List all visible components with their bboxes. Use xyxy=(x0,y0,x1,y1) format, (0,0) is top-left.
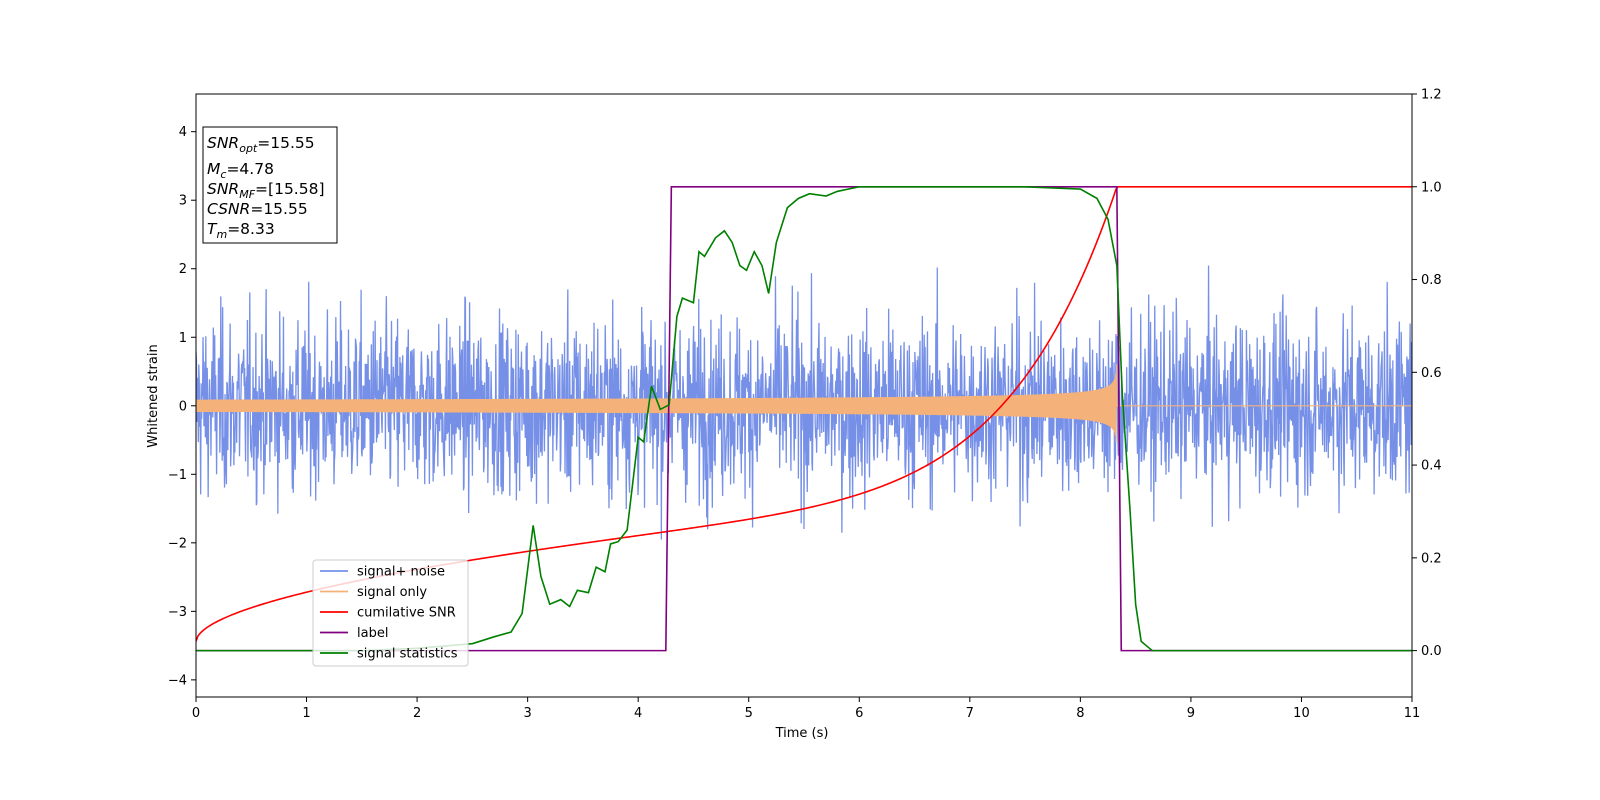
x-tick-label: 6 xyxy=(855,706,863,721)
annotation-tm: Tm=8.33 xyxy=(207,220,275,241)
y2-tick-label: 0.6 xyxy=(1421,366,1442,381)
legend-label-signal-noise: signal+ noise xyxy=(357,565,445,580)
legend-label-label: label xyxy=(357,626,388,641)
y-tick-label: 2 xyxy=(179,262,187,277)
annotation-csnr: CSNR=15.55 xyxy=(207,200,308,218)
series-signal-plus-noise-line xyxy=(196,265,1412,540)
x-tick-label: 11 xyxy=(1404,706,1421,721)
x-tick-label: 2 xyxy=(413,706,421,721)
y-axis-label: Whitened strain xyxy=(146,344,161,447)
y2-tick-label: 0.0 xyxy=(1421,644,1442,659)
series-signal-statistics-line xyxy=(196,185,1412,652)
x-tick-label: 5 xyxy=(745,706,753,721)
x-tick-label: 8 xyxy=(1076,706,1084,721)
x-tick-label: 4 xyxy=(634,706,642,721)
y2-tick-label: 0.8 xyxy=(1421,273,1442,288)
plot-frame xyxy=(195,93,1413,698)
y2-axis-ticks: 0.0 0.2 0.4 0.6 0.8 1.0 1.2 xyxy=(1412,88,1442,659)
x-axis-label: Time (s) xyxy=(775,726,829,741)
x-tick-label: 10 xyxy=(1293,706,1310,721)
y2-tick-label: 0.2 xyxy=(1421,551,1442,566)
y-tick-label: −4 xyxy=(168,673,187,688)
y2-tick-label: 1.2 xyxy=(1421,88,1442,103)
annotation-snr-opt: SNRopt=15.55 xyxy=(207,134,315,155)
series-signal-only-line xyxy=(196,364,1412,443)
y-tick-label: 1 xyxy=(179,331,187,346)
annotation-snr-mf: SNRMF=[15.58] xyxy=(207,180,325,201)
y2-tick-label: 0.4 xyxy=(1421,459,1442,474)
y-tick-label: −2 xyxy=(168,536,187,551)
y-tick-label: −1 xyxy=(168,468,187,483)
legend-label-signal-statistics: signal statistics xyxy=(357,647,458,662)
legend-label-signal-only: signal only xyxy=(357,585,427,600)
x-tick-label: 7 xyxy=(966,706,974,721)
y-tick-label: 0 xyxy=(179,399,187,414)
y2-tick-label: 1.0 xyxy=(1421,180,1442,195)
x-tick-label: 0 xyxy=(192,706,200,721)
y-tick-label: 3 xyxy=(179,194,187,209)
x-tick-label: 1 xyxy=(302,706,310,721)
annotation-box: SNRopt=15.55 Mc=4.78 SNRMF=[15.58] CSNR=… xyxy=(202,126,338,244)
x-axis-ticks: 0 1 2 3 4 5 6 7 8 9 10 11 xyxy=(192,697,1420,721)
y-tick-label: −3 xyxy=(168,605,187,620)
x-tick-label: 3 xyxy=(523,706,531,721)
annotation-mc: Mc=4.78 xyxy=(207,160,274,181)
x-tick-label: 9 xyxy=(1187,706,1195,721)
legend-label-cumilative-snr: cumilative SNR xyxy=(357,606,456,621)
y-axis-ticks: −4 −3 −2 −1 0 1 2 3 4 xyxy=(168,125,196,688)
y-tick-label: 4 xyxy=(179,125,187,140)
legend: signal+ noise signal only cumilative SNR la… xyxy=(312,559,469,667)
